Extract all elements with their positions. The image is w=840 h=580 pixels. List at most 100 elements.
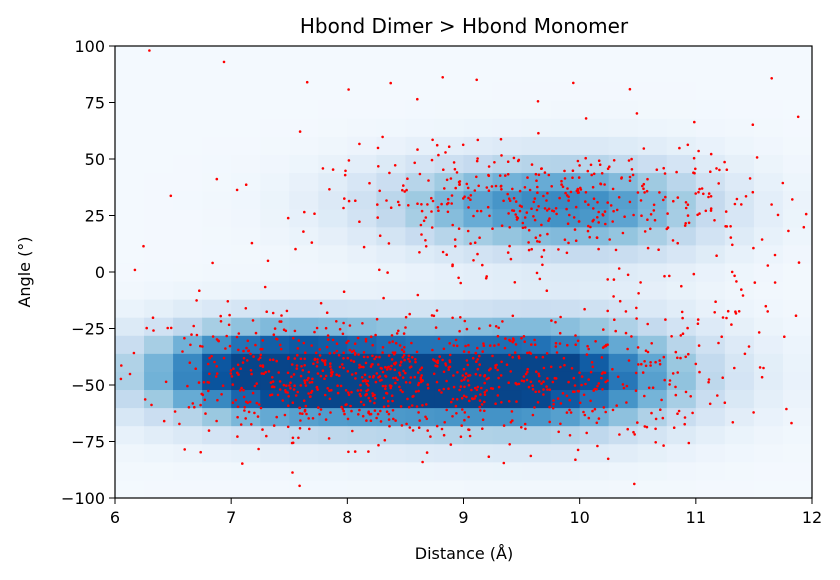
heatmap-cell [405, 262, 435, 282]
scatter-point [370, 363, 374, 366]
scatter-point [234, 398, 238, 402]
heatmap-cell [289, 389, 319, 409]
chart-title: Hbond Dimer > Hbond Monomer [300, 14, 629, 38]
scatter-point [505, 363, 509, 367]
scatter-point [483, 381, 487, 385]
heatmap-cell [173, 172, 203, 192]
scatter-point [531, 388, 535, 391]
scatter-point [303, 210, 306, 214]
scatter-point [358, 408, 361, 412]
heatmap-cell [115, 172, 145, 192]
scatter-point [430, 210, 433, 213]
heatmap-cell [260, 154, 290, 174]
scatter-point [246, 401, 249, 405]
scatter-point [298, 130, 302, 133]
scatter-point [354, 199, 357, 202]
heatmap-cell [463, 136, 494, 155]
scatter-point [524, 226, 527, 229]
heatmap-cell [550, 443, 581, 463]
scatter-point [375, 355, 378, 359]
scatter-point [340, 405, 343, 409]
scatter-point [472, 259, 475, 262]
heatmap-cell [521, 425, 552, 445]
scatter-point [632, 213, 635, 217]
scatter-point [353, 450, 357, 453]
y-tick-label: 25 [85, 207, 105, 226]
scatter-point [643, 425, 647, 428]
heatmap-cell [405, 317, 435, 336]
scatter-point [526, 367, 529, 371]
scatter-point [402, 332, 406, 335]
scatter-point [445, 379, 448, 383]
scatter-point [657, 248, 660, 251]
heatmap-cell [144, 425, 174, 445]
scatter-point [692, 272, 696, 276]
scatter-point [524, 372, 528, 376]
heatmap-cell [144, 154, 174, 174]
scatter-point [405, 188, 408, 192]
heatmap-cell [753, 281, 784, 300]
scatter-point [303, 357, 307, 361]
x-tick-label: 12 [802, 508, 822, 527]
scatter-point [358, 142, 361, 146]
heatmap-cell [376, 172, 406, 192]
scatter-point [534, 236, 538, 239]
heatmap-cell [579, 479, 610, 499]
y-tick-label: −100 [61, 489, 105, 508]
scatter-point [441, 250, 445, 254]
scatter-point [494, 184, 498, 188]
scatter-point [241, 361, 245, 364]
scatter-point [215, 177, 219, 181]
heatmap-cell [724, 353, 755, 372]
scatter-point [386, 399, 390, 403]
heatmap-cell [289, 425, 319, 445]
scatter-point [481, 263, 484, 267]
scatter-point [457, 227, 461, 230]
heatmap-cell [376, 425, 406, 445]
scatter-point [341, 332, 345, 336]
scatter-point [347, 450, 350, 454]
scatter-point [597, 210, 600, 214]
scatter-point [308, 381, 312, 384]
scatter-point [453, 238, 457, 241]
scatter-point [585, 431, 588, 435]
scatter-point [508, 199, 512, 203]
scatter-point [432, 372, 436, 376]
scatter-point [546, 377, 549, 380]
scatter-point [540, 255, 544, 259]
scatter-point [533, 197, 537, 200]
scatter-point [556, 397, 560, 400]
scatter-point [608, 238, 611, 241]
scatter-point [278, 388, 282, 391]
scatter-point [559, 402, 563, 405]
scatter-point [573, 384, 577, 387]
scatter-point [224, 347, 227, 350]
scatter-point [566, 222, 570, 225]
scatter-point [536, 191, 539, 194]
scatter-point [383, 366, 387, 369]
scatter-point [195, 333, 199, 337]
scatter-point [197, 381, 201, 384]
scatter-point [353, 342, 357, 346]
scatter-point [735, 197, 739, 201]
heatmap-cell [637, 443, 668, 463]
heatmap-cell [144, 226, 174, 246]
heatmap-cell [579, 100, 610, 119]
heatmap-cell [173, 118, 203, 137]
scatter-point [513, 351, 517, 354]
scatter-point [696, 213, 699, 217]
heatmap-cell [492, 118, 523, 137]
scatter-point [386, 271, 389, 274]
scatter-point [169, 194, 173, 198]
heatmap-cell [492, 443, 523, 463]
heatmap-cell [173, 479, 203, 499]
scatter-point [377, 376, 380, 379]
heatmap-cell [753, 100, 784, 119]
scatter-point [474, 372, 478, 376]
scatter-point [730, 270, 734, 274]
scatter-point [628, 200, 632, 204]
scatter-point [378, 268, 381, 272]
scatter-point [497, 326, 501, 330]
scatter-point [329, 411, 332, 414]
scatter-point [583, 307, 586, 311]
